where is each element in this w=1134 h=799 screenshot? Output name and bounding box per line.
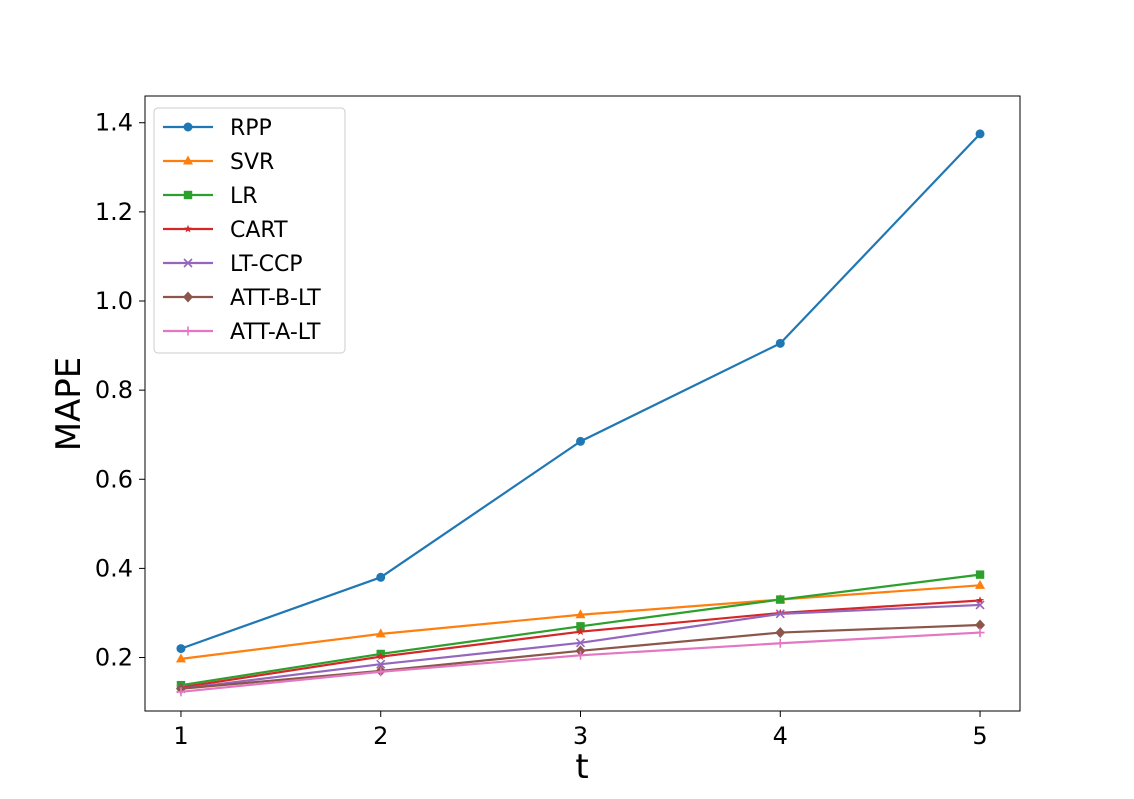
x-tick-label: 5: [972, 722, 987, 750]
y-axis-ticks: 0.2 0.4 0.6 0.8 1.0 1.2 1.4: [95, 109, 145, 672]
legend-label: LT-CCP: [230, 252, 303, 277]
legend-item-rpp: RPP: [163, 116, 272, 141]
data-point: [975, 129, 985, 139]
x-tick-label: 2: [373, 722, 388, 750]
y-axis-title: MAPE: [49, 357, 89, 452]
legend-marker: [184, 224, 192, 233]
data-point: [376, 667, 386, 677]
data-point: [775, 627, 786, 639]
legend-item-lt-ccp: LT-CCP: [163, 252, 303, 277]
y-tick-label: 1.0: [95, 287, 133, 315]
data-point: [575, 609, 586, 619]
data-point: [776, 608, 785, 617]
y-tick-label: 0.6: [95, 465, 133, 493]
data-point: [375, 628, 386, 638]
legend-marker: [183, 190, 193, 200]
data-point: [776, 595, 785, 604]
data-point: [176, 644, 186, 654]
data-point: [175, 653, 186, 663]
legend-item-svr: SVR: [163, 150, 274, 175]
data-point: [376, 659, 386, 669]
x-tick-label: 4: [773, 722, 788, 750]
y-tick-label: 0.2: [95, 644, 133, 672]
data-point: [976, 596, 985, 604]
legend-marker: [183, 122, 193, 132]
data-point: [975, 579, 986, 589]
x-tick-label: 3: [573, 722, 588, 750]
legend-item-att-a-lt: ATT-A-LT: [163, 320, 321, 345]
data-point: [576, 436, 586, 446]
legend-marker: [183, 258, 193, 268]
series-rpp: [176, 129, 985, 654]
data-point: [775, 609, 785, 619]
x-tick-label: 1: [173, 722, 188, 750]
legend-marker: [183, 326, 193, 336]
legend-item-lr: LR: [163, 184, 258, 209]
legend-label: CART: [230, 218, 288, 243]
legend-item-cart: CART: [163, 218, 288, 243]
data-point: [975, 600, 985, 610]
data-point: [376, 572, 386, 582]
data-point: [975, 628, 985, 638]
data-point: [975, 619, 986, 631]
y-tick-label: 0.8: [95, 376, 133, 404]
series-att-a-lt: [176, 628, 985, 697]
data-point: [376, 652, 385, 661]
y-tick-label: 0.4: [95, 554, 133, 582]
legend-marker: [183, 291, 193, 303]
legend-label: ATT-B-LT: [230, 286, 321, 311]
data-point: [775, 638, 785, 648]
series-line: [180, 631, 981, 693]
plot-frame: [144, 95, 1021, 712]
legend-label: SVR: [230, 150, 274, 175]
data-point: [575, 638, 586, 648]
data-point: [576, 627, 585, 636]
data-point: [576, 622, 585, 631]
y-tick-label: 1.2: [95, 198, 133, 226]
legend-label: RPP: [230, 116, 272, 141]
x-axis-title: t: [575, 747, 588, 787]
legend-label: LR: [230, 184, 258, 209]
series-layer: [175, 129, 986, 697]
data-point: [176, 687, 186, 697]
legend-frame: [153, 107, 346, 354]
y-tick-label: 1.4: [95, 109, 133, 137]
data-point: [975, 570, 985, 579]
legend-item-att-b-lt: ATT-B-LT: [163, 286, 321, 311]
legend-label: ATT-A-LT: [230, 320, 321, 345]
data-point: [576, 650, 586, 660]
data-point: [775, 338, 785, 348]
legend: RPP SVR LR CART LT-CCP ATT-B-LT ATT-A-LT: [153, 107, 346, 354]
x-axis-ticks: 1 2 3 4 5: [173, 711, 988, 750]
legend-marker: [183, 155, 193, 165]
